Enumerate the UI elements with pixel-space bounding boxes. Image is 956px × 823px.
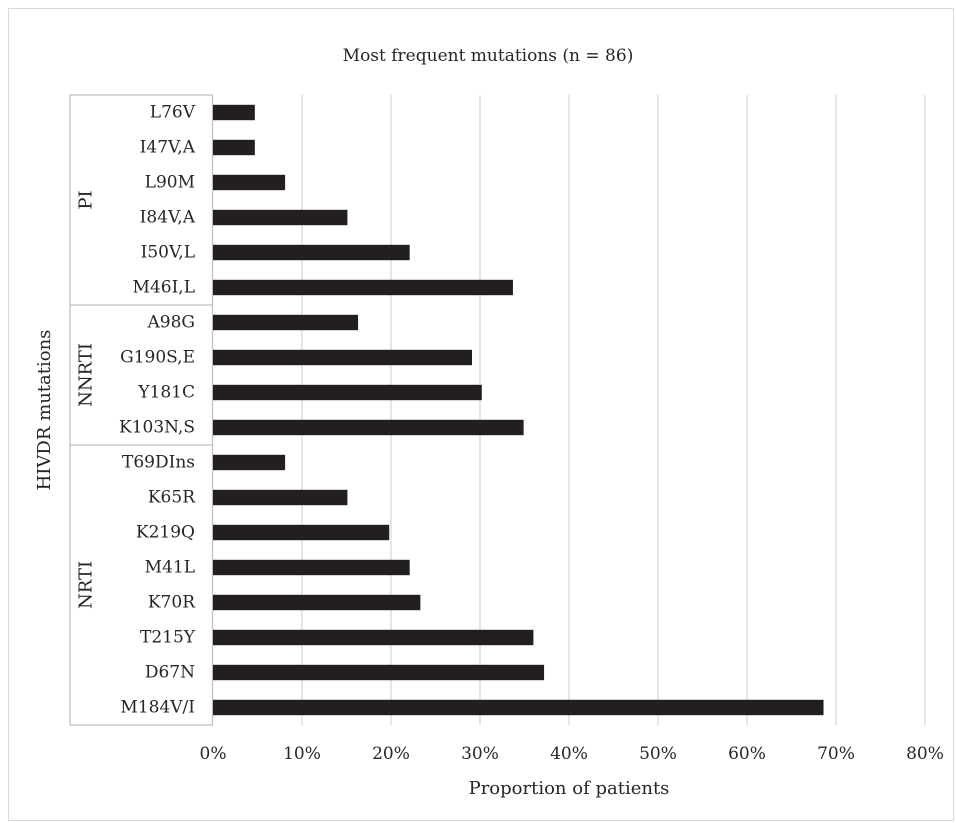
- category-label: M184V/I: [120, 698, 195, 718]
- y-axis-title: HIVDR mutations: [34, 330, 55, 491]
- x-tick-label: 10%: [283, 744, 321, 764]
- group-label: NNRTI: [76, 343, 97, 407]
- bar: [213, 594, 421, 611]
- category-label: K103N,S: [119, 418, 195, 438]
- category-label: K70R: [148, 593, 196, 613]
- bar: [213, 349, 472, 366]
- bar: [213, 384, 482, 401]
- category-label: A98G: [147, 313, 196, 333]
- bar: [213, 524, 390, 541]
- gridlines: [301, 95, 926, 725]
- bar: [213, 279, 513, 296]
- category-label: M41L: [145, 558, 195, 578]
- category-label: T69DIns: [122, 453, 195, 473]
- x-tick-label: 0%: [200, 744, 227, 764]
- category-label: M46I,L: [133, 278, 195, 298]
- group-labels: PI NNRTI NRTI: [76, 190, 97, 609]
- x-tick-label: 60%: [728, 744, 766, 764]
- group-label: PI: [76, 190, 97, 209]
- category-label: I50V,L: [141, 243, 195, 263]
- bar: [213, 419, 524, 436]
- bar: [213, 174, 286, 191]
- x-tick-labels: 0% 10% 20% 30% 40% 50% 60% 70% 80%: [200, 744, 944, 764]
- bars: [213, 104, 824, 716]
- category-label: G190S,E: [120, 348, 195, 368]
- bar: [213, 664, 545, 681]
- bar: [213, 454, 286, 471]
- bar: [213, 139, 255, 156]
- x-tick-label: 80%: [906, 744, 944, 764]
- chart-title: Most frequent mutations (n = 86): [343, 46, 634, 66]
- bar: [213, 559, 410, 576]
- x-tick-label: 20%: [372, 744, 410, 764]
- x-tick-label: 40%: [550, 744, 588, 764]
- group-label: NRTI: [76, 561, 97, 609]
- category-label: D67N: [145, 663, 195, 683]
- bar: [213, 209, 348, 226]
- category-label: T215Y: [140, 628, 196, 648]
- category-label: K219Q: [136, 523, 195, 543]
- category-label: I84V,A: [140, 208, 196, 228]
- category-label: L76V: [150, 103, 196, 123]
- chart-frame: [8, 8, 954, 821]
- group-separators: [69, 94, 214, 726]
- bar: [213, 314, 359, 331]
- category-label: Y181C: [137, 383, 195, 403]
- bar: [213, 489, 348, 506]
- bar: [213, 629, 534, 646]
- category-label: L90M: [145, 173, 195, 193]
- bar: [213, 104, 255, 121]
- x-tick-label: 50%: [639, 744, 677, 764]
- x-tick-label: 70%: [817, 744, 855, 764]
- bar: [213, 244, 410, 261]
- category-label: K65R: [148, 488, 196, 508]
- x-tick-label: 30%: [461, 744, 499, 764]
- category-labels: L76V I47V,A L90M I84V,A I50V,L M46I,L A98G G190…: [119, 103, 196, 718]
- category-label: I47V,A: [140, 138, 196, 158]
- x-axis-title: Proportion of patients: [469, 778, 670, 799]
- bar: [213, 699, 824, 716]
